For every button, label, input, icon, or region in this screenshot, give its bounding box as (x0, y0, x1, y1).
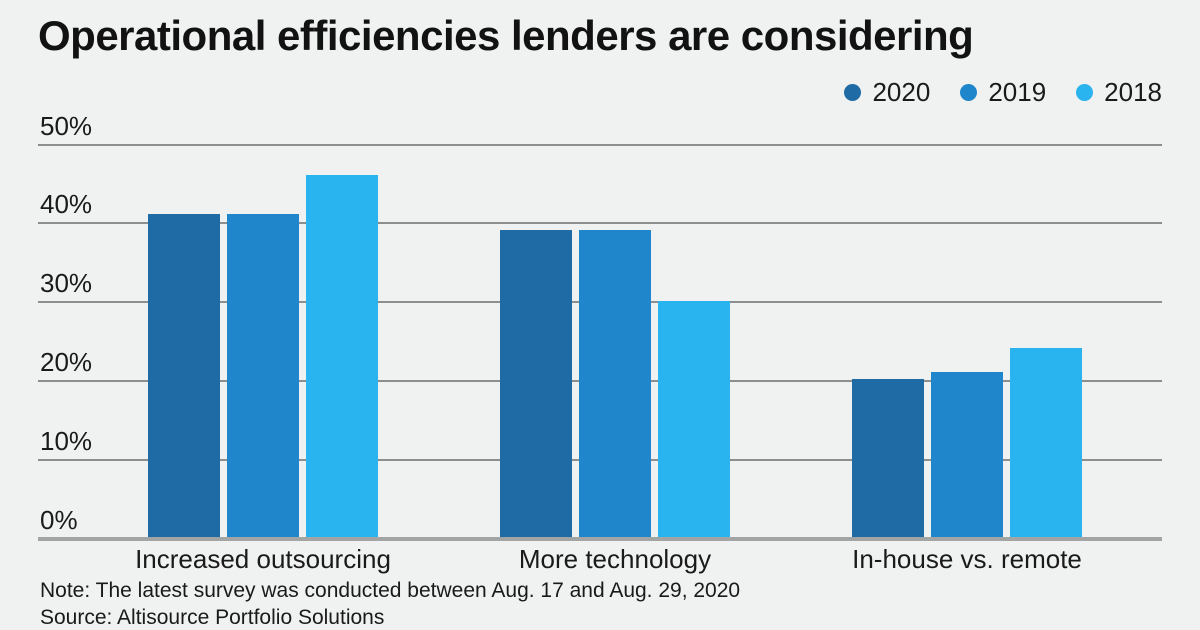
footnotes: Note: The latest survey was conducted be… (40, 577, 740, 630)
y-tick-label-20: 20% (40, 346, 93, 377)
bar-2020-in-house-vs-remote (852, 379, 924, 537)
bar-2018-more-technology (658, 300, 730, 537)
bar-2020-more-technology (500, 229, 572, 537)
y-tick-label-10: 10% (40, 425, 93, 456)
x-axis-line (38, 536, 1162, 541)
legend-label: 2019 (988, 77, 1047, 107)
bar-2019-in-house-vs-remote (931, 371, 1003, 537)
chart-title: Operational efficiencies lenders are con… (38, 12, 974, 59)
y-tick-label-30: 30% (40, 268, 93, 299)
gridline-50 (38, 143, 1162, 146)
bar-2018-in-house-vs-remote (1010, 347, 1082, 537)
legend-dot-icon (1076, 83, 1094, 101)
source-text: Source: Altisource Portfolio Solutions (40, 606, 385, 629)
legend: 2020 2019 2018 (844, 79, 1162, 105)
legend-item-2019: 2019 (960, 79, 1046, 105)
y-tick-label-0: 0% (40, 504, 78, 535)
bar-2019-increased-outsourcing (227, 213, 299, 537)
legend-dot-icon (960, 83, 978, 101)
legend-item-2018: 2018 (1076, 79, 1162, 105)
legend-label: 2018 (1104, 77, 1162, 107)
y-tick-label-50: 50% (40, 110, 93, 141)
category-label-increased-outsourcing: Increased outsourcing (135, 544, 391, 574)
note-text: Note: The latest survey was conducted be… (40, 579, 741, 602)
legend-label: 2020 (872, 77, 931, 107)
category-label-more-technology: More technology (518, 544, 712, 574)
bar-2018-increased-outsourcing (306, 174, 378, 537)
y-tick-label-40: 40% (40, 189, 93, 220)
bar-2020-increased-outsourcing (148, 213, 220, 537)
bar-2019-more-technology (579, 229, 651, 537)
legend-item-2020: 2020 (844, 79, 930, 105)
legend-dot-icon (844, 83, 862, 101)
category-label-in-house-vs-remote: In-house vs. remote (852, 544, 1082, 574)
gridline-40 (38, 222, 1162, 225)
